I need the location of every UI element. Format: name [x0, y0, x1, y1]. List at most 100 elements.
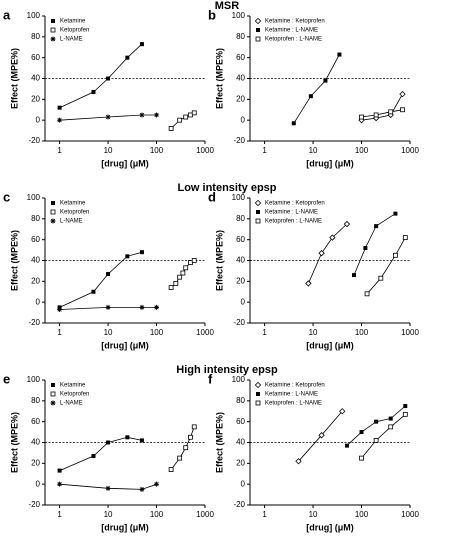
point — [393, 252, 398, 258]
x-axis-label: [drug] (μM) — [101, 522, 149, 532]
legend-marker — [50, 27, 56, 33]
point — [403, 404, 408, 409]
y-tick-label: -20 — [28, 500, 40, 509]
point — [125, 55, 130, 60]
legend-label: Ketoprofen — [60, 392, 89, 398]
point — [105, 114, 111, 120]
point — [393, 211, 398, 216]
point — [91, 289, 96, 294]
x-tick-label: 100 — [355, 510, 369, 519]
x-tick-label: 100 — [355, 146, 369, 155]
point — [139, 304, 145, 310]
y-axis-label: Effect (MPE%) — [214, 230, 224, 291]
y-tick-label: 0 — [241, 297, 246, 306]
y-tick-label: 100 — [27, 193, 41, 202]
x-tick-label: 1000 — [196, 328, 214, 337]
legend-label: Ketamine : Ketoprofen — [265, 19, 325, 25]
point — [402, 235, 408, 240]
x-axis-label: [drug] (μM) — [306, 340, 354, 350]
point — [388, 424, 394, 430]
y-tick-label: 40 — [236, 74, 245, 83]
point — [337, 52, 342, 57]
y-tick-label: 0 — [36, 479, 41, 488]
point — [173, 281, 179, 286]
legend-label: Ketamine — [60, 383, 86, 389]
y-tick-label: 60 — [31, 53, 40, 62]
y-tick-label: -20 — [233, 500, 245, 509]
y-tick-label: 100 — [232, 193, 246, 202]
point — [373, 438, 379, 443]
y-tick-label: 40 — [31, 74, 40, 83]
legend-label: Ketamine : Ketoprofen — [265, 383, 325, 389]
point — [359, 430, 364, 435]
panel-letter: e — [3, 371, 10, 386]
series-line — [366, 237, 406, 295]
point — [180, 270, 186, 276]
x-tick-label: 1000 — [196, 146, 214, 155]
x-tick-label: 100 — [150, 510, 164, 519]
x-tick-label: 1 — [57, 328, 62, 337]
y-tick-label: 60 — [31, 235, 40, 244]
point — [168, 467, 174, 472]
legend-label: Ketoprofen — [60, 28, 89, 34]
x-tick-label: 100 — [355, 328, 369, 337]
point — [402, 411, 408, 417]
y-axis-label: Effect (MPE%) — [9, 412, 19, 473]
x-tick-label: 10 — [104, 146, 113, 155]
x-tick-label: 10 — [309, 146, 318, 155]
y-tick-label: 80 — [31, 214, 40, 223]
legend-marker — [50, 36, 56, 42]
section-title: MSR — [215, 0, 240, 12]
point — [106, 440, 111, 445]
point — [139, 438, 144, 443]
y-tick-label: 0 — [36, 297, 41, 306]
x-tick-label: 10 — [104, 328, 113, 337]
point — [329, 234, 336, 241]
y-tick-label: 60 — [236, 235, 245, 244]
panel-letter: d — [208, 189, 216, 204]
legend-marker — [50, 391, 56, 397]
legend-marker — [256, 392, 260, 396]
legend-label: Ketoprofen : L-NAME — [265, 219, 322, 225]
y-tick-label: 40 — [31, 438, 40, 447]
y-axis-label: Effect (MPE%) — [9, 48, 19, 109]
legend-marker — [50, 209, 56, 215]
x-tick-label: 10 — [309, 328, 318, 337]
point — [399, 90, 406, 98]
legend-label: Ketamine : L-NAME — [265, 210, 318, 216]
y-tick-label: 40 — [236, 438, 245, 447]
legend-marker — [51, 19, 55, 23]
x-tick-label: 10 — [309, 510, 318, 519]
point — [106, 76, 111, 81]
y-tick-label: -20 — [28, 318, 40, 327]
y-tick-label: 100 — [232, 11, 246, 20]
y-tick-label: 80 — [31, 396, 40, 405]
y-tick-label: -20 — [28, 136, 40, 145]
legend-label: Ketoprofen — [60, 210, 89, 216]
legend-label: Ketamine — [60, 19, 86, 25]
y-axis-label: Effect (MPE%) — [9, 230, 19, 291]
point — [105, 485, 111, 491]
point — [139, 486, 145, 492]
legend-marker — [50, 400, 56, 406]
legend-marker — [255, 400, 261, 406]
legend-label: Ketamine : L-NAME — [265, 28, 318, 34]
legend-label: Ketamine — [60, 201, 86, 207]
point — [191, 110, 197, 116]
point — [91, 454, 96, 459]
x-tick-label: 10 — [104, 510, 113, 519]
x-tick-label: 1 — [262, 146, 267, 155]
legend-label: Ketamine : L-NAME — [265, 392, 318, 398]
x-tick-label: 1 — [57, 146, 62, 155]
y-tick-label: 0 — [241, 115, 246, 124]
legend-marker — [256, 28, 260, 32]
x-axis-label: [drug] (μM) — [101, 158, 149, 168]
point — [374, 224, 379, 229]
point — [168, 285, 174, 290]
point — [359, 455, 364, 461]
point — [352, 273, 357, 278]
point — [177, 274, 183, 280]
y-tick-label: 100 — [232, 375, 246, 384]
y-tick-label: 40 — [31, 256, 40, 265]
point — [154, 112, 160, 118]
